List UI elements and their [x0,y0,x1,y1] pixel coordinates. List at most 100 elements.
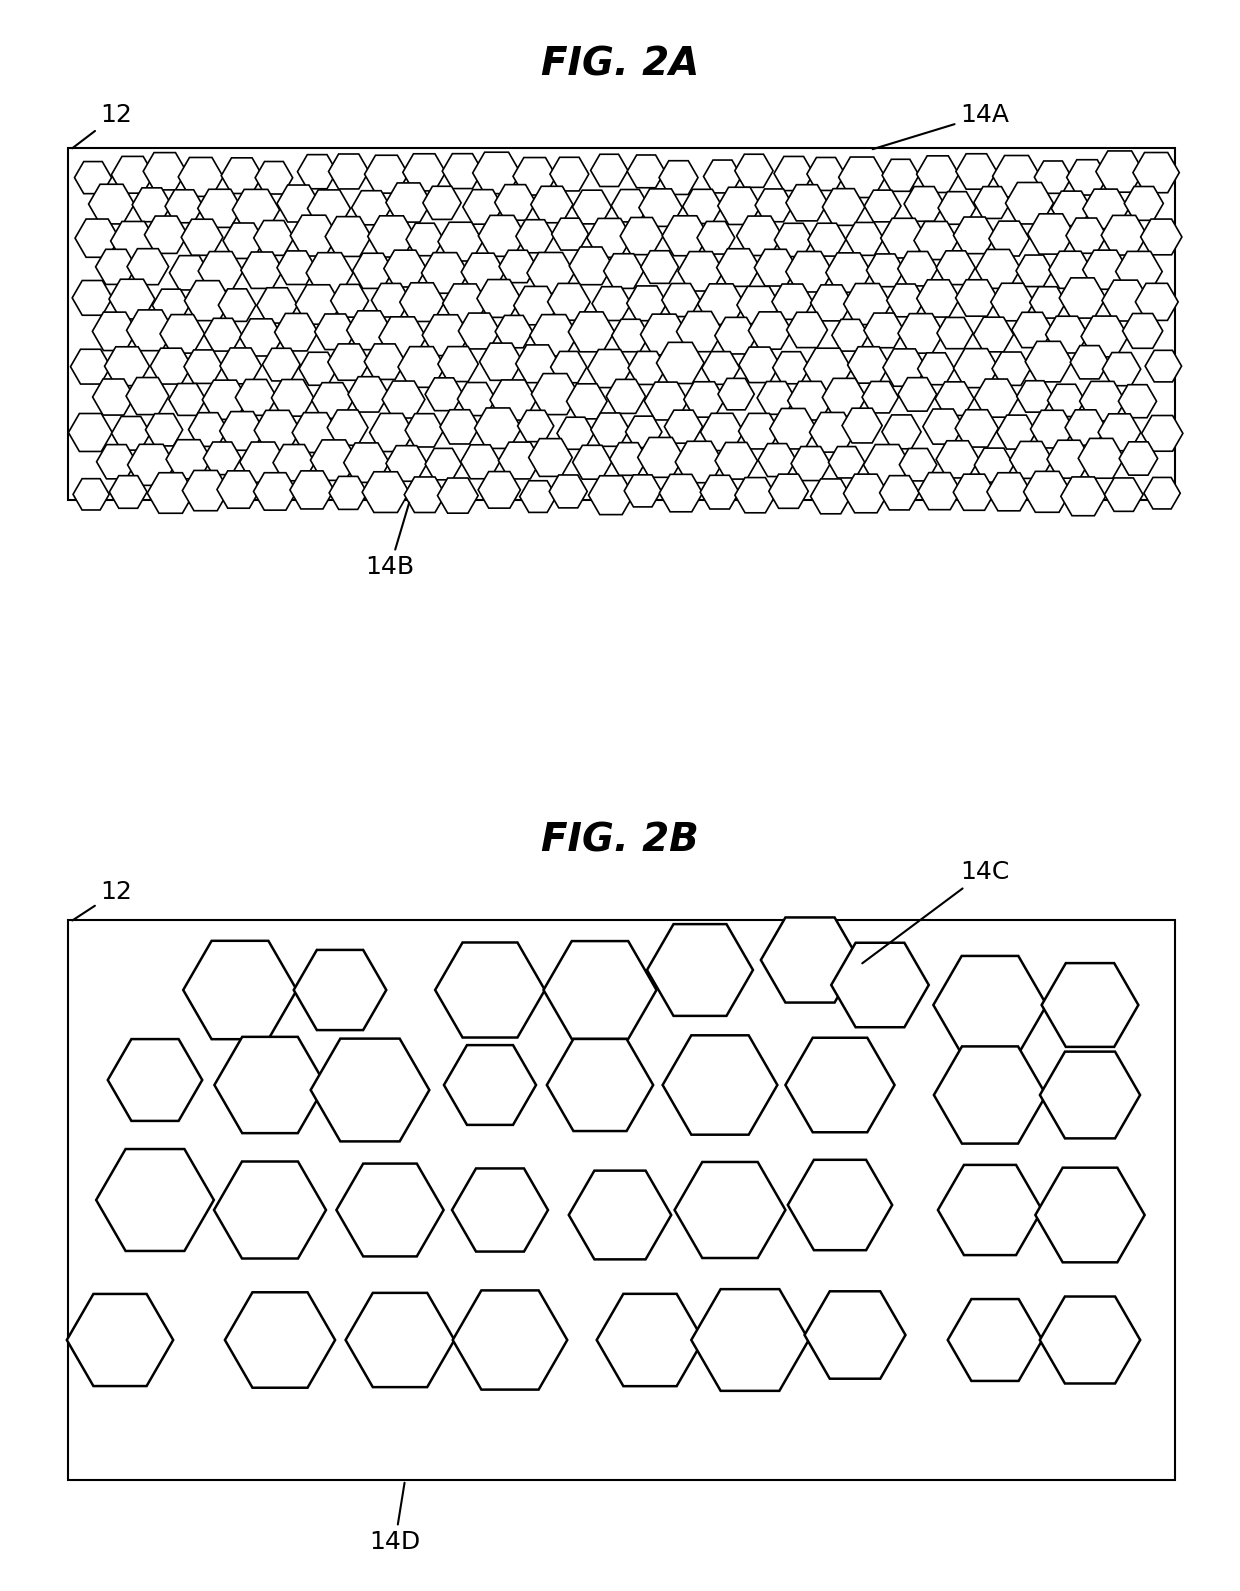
Polygon shape [386,445,427,480]
Polygon shape [956,154,997,189]
Polygon shape [112,156,154,193]
Polygon shape [1035,1168,1145,1262]
Text: 12: 12 [72,880,131,921]
Polygon shape [112,417,150,450]
Polygon shape [956,280,998,317]
Polygon shape [379,317,427,358]
Polygon shape [923,409,963,444]
Polygon shape [973,186,1011,218]
Polygon shape [807,158,844,191]
Polygon shape [181,220,223,255]
Polygon shape [1009,441,1053,479]
Polygon shape [311,383,353,418]
Polygon shape [954,474,994,511]
Polygon shape [72,280,113,315]
Polygon shape [1025,342,1073,382]
Polygon shape [992,156,1040,197]
Polygon shape [257,288,298,323]
Polygon shape [346,1293,454,1387]
Polygon shape [444,1045,536,1125]
Polygon shape [739,347,780,382]
Polygon shape [399,283,444,321]
Polygon shape [755,189,794,221]
Polygon shape [717,248,760,286]
Polygon shape [1136,283,1178,320]
Polygon shape [939,191,976,224]
Polygon shape [67,1293,174,1386]
Polygon shape [1066,218,1107,253]
Polygon shape [976,250,1021,288]
Polygon shape [423,315,470,355]
Polygon shape [587,218,632,258]
Polygon shape [718,379,754,410]
Polygon shape [1122,313,1163,348]
Polygon shape [626,286,667,321]
Polygon shape [662,283,699,317]
Polygon shape [698,283,745,325]
Polygon shape [298,154,337,189]
Polygon shape [805,1292,905,1379]
Polygon shape [918,473,961,509]
Polygon shape [1118,385,1157,418]
Polygon shape [936,441,980,477]
Polygon shape [808,223,846,256]
Polygon shape [310,439,357,480]
Polygon shape [495,315,532,348]
Polygon shape [641,313,688,355]
Polygon shape [882,415,921,449]
Polygon shape [219,412,264,450]
Polygon shape [973,317,1013,352]
Polygon shape [88,185,134,224]
Polygon shape [329,476,367,509]
Polygon shape [254,410,300,450]
Polygon shape [184,940,296,1039]
Polygon shape [438,477,479,514]
Polygon shape [255,162,293,194]
Polygon shape [166,439,211,479]
Polygon shape [735,477,775,512]
Polygon shape [1120,442,1158,476]
Polygon shape [882,159,919,191]
Polygon shape [126,248,169,285]
Polygon shape [165,189,203,223]
Polygon shape [74,162,112,194]
Polygon shape [479,471,521,508]
Polygon shape [73,479,109,511]
Polygon shape [1102,280,1149,321]
Polygon shape [936,251,975,285]
Polygon shape [842,409,882,442]
Polygon shape [702,352,739,385]
Polygon shape [311,1039,429,1141]
Polygon shape [846,223,884,255]
Polygon shape [811,285,852,321]
Polygon shape [735,154,773,188]
Polygon shape [108,1039,202,1122]
Polygon shape [589,476,634,514]
Text: 14C: 14C [862,861,1009,963]
Polygon shape [290,215,337,256]
Polygon shape [898,251,937,286]
Polygon shape [1105,477,1143,511]
Polygon shape [883,348,926,387]
Polygon shape [295,285,341,325]
Polygon shape [547,1039,653,1131]
Polygon shape [1083,189,1128,229]
Polygon shape [443,154,482,189]
Polygon shape [591,286,631,320]
Polygon shape [453,1290,567,1389]
Polygon shape [935,382,973,415]
Polygon shape [786,251,832,293]
Polygon shape [769,474,808,508]
Polygon shape [596,1293,703,1386]
Polygon shape [811,479,851,514]
Polygon shape [1079,439,1125,479]
Polygon shape [1029,286,1066,318]
Polygon shape [223,223,264,258]
Polygon shape [480,344,522,380]
Polygon shape [299,352,337,385]
Text: 14D: 14D [370,1483,420,1554]
Polygon shape [773,285,812,320]
Polygon shape [306,253,353,293]
Polygon shape [352,191,391,224]
Polygon shape [991,283,1034,321]
